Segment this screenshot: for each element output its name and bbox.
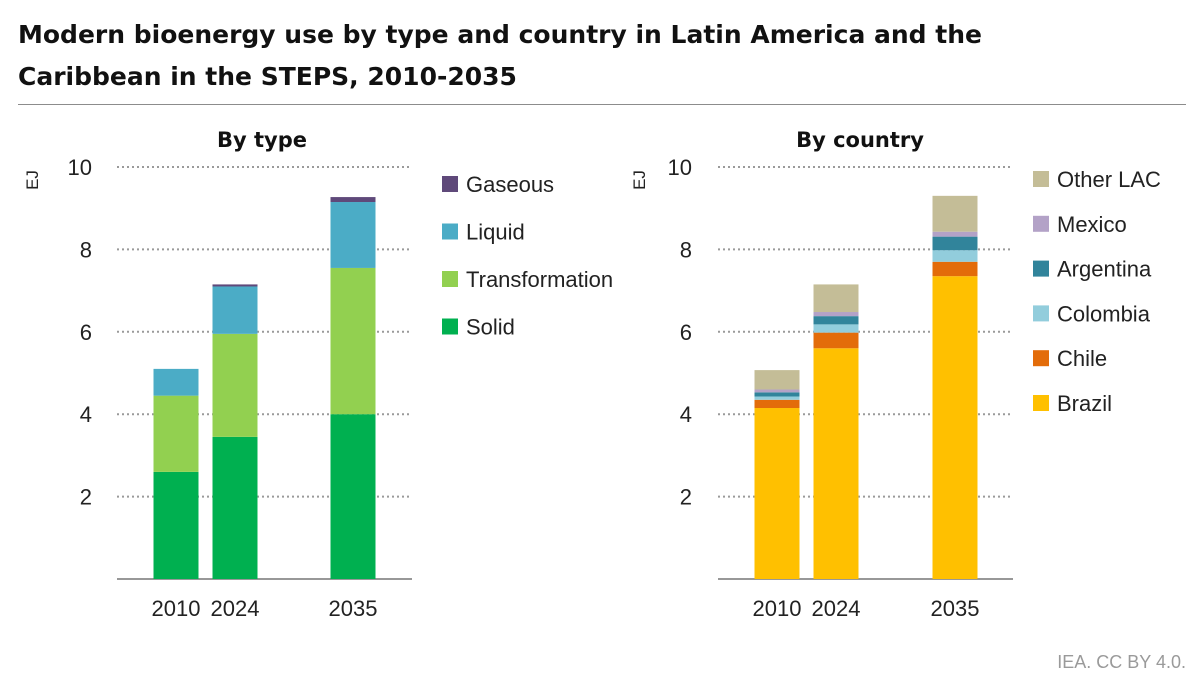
bar-type-2035-solid <box>330 414 376 579</box>
bar-country-2010-chile <box>754 399 800 409</box>
legend-swatch-type-gaseous <box>442 176 458 192</box>
legend-label-country-other-lac: Other LAC <box>1057 167 1161 192</box>
legend-label-country-brazil: Brazil <box>1057 391 1112 416</box>
x-tick-label-type-2024: 2024 <box>211 596 260 621</box>
x-tick-label-country-2035: 2035 <box>931 596 980 621</box>
chart-title: Modern bioenergy use by type and country… <box>18 20 982 91</box>
legend-swatch-type-transformation <box>442 271 458 287</box>
bar-country-2010-other-lac <box>754 370 800 390</box>
legend-label-type-solid: Solid <box>466 315 515 340</box>
legend-swatch-country-other-lac <box>1033 171 1049 187</box>
y-tick-label-type-10: 10 <box>68 155 92 180</box>
bar-country-2010-mexico <box>754 389 800 393</box>
y-tick-label-type-4: 4 <box>80 402 92 427</box>
bar-country-2010-brazil <box>754 408 800 579</box>
bar-type-2010-transformation <box>153 395 199 472</box>
bar-country-2024-mexico <box>813 312 859 317</box>
bar-country-2035-colombia <box>932 250 978 262</box>
bar-country-2035-chile <box>932 261 978 277</box>
legend-label-type-liquid: Liquid <box>466 220 525 245</box>
title-divider <box>18 104 1186 105</box>
credit-text: IEA. CC BY 4.0. <box>1057 652 1186 672</box>
bar-type-2035-gaseous <box>330 197 376 203</box>
y-tick-label-country-2: 2 <box>680 485 692 510</box>
legend-label-country-mexico: Mexico <box>1057 212 1127 237</box>
legend-swatch-type-solid <box>442 318 458 335</box>
bar-country-2035-argentina <box>932 236 978 251</box>
y-tick-label-country-6: 6 <box>680 320 692 345</box>
bar-type-2024-liquid <box>212 286 258 334</box>
y-tick-label-country-10: 10 <box>668 155 692 180</box>
bar-country-2024-brazil <box>813 348 859 579</box>
legend-label-country-argentina: Argentina <box>1057 257 1152 282</box>
panel-title-by-type: By type <box>217 128 307 152</box>
y-tick-label-type-8: 8 <box>80 237 92 262</box>
legend-swatch-country-argentina <box>1033 260 1049 277</box>
bar-country-2024-other-lac <box>813 284 859 313</box>
bar-type-2010-solid <box>153 471 199 579</box>
y-tick-label-type-2: 2 <box>80 485 92 510</box>
bar-type-2024-gaseous <box>212 284 258 287</box>
y-tick-label-country-8: 8 <box>680 237 692 262</box>
legend-swatch-country-colombia <box>1033 305 1049 322</box>
y-tick-label-type-6: 6 <box>80 320 92 345</box>
bar-country-2024-chile <box>813 332 859 349</box>
bar-country-2010-argentina <box>754 392 800 397</box>
bar-type-2024-transformation <box>212 333 258 437</box>
bar-country-2035-mexico <box>932 231 978 237</box>
bar-country-2024-argentina <box>813 316 859 325</box>
x-tick-label-country-2010: 2010 <box>753 596 802 621</box>
bar-country-2035-brazil <box>932 276 978 579</box>
bar-country-2024-colombia <box>813 324 859 333</box>
bar-type-2035-transformation <box>330 267 376 415</box>
legend-swatch-country-mexico <box>1033 215 1049 232</box>
legend-label-country-chile: Chile <box>1057 346 1107 371</box>
bar-type-2035-liquid <box>330 202 376 268</box>
legend-label-type-gaseous: Gaseous <box>466 172 554 197</box>
bar-type-2010-liquid <box>153 368 199 396</box>
legend-label-type-transformation: Transformation <box>466 267 613 292</box>
x-tick-label-type-2035: 2035 <box>329 596 378 621</box>
legend-swatch-type-liquid <box>442 223 458 240</box>
y-axis-label-type: EJ <box>23 170 42 190</box>
legend-swatch-country-chile <box>1033 350 1049 367</box>
bar-type-2024-solid <box>212 436 258 579</box>
x-tick-label-type-2010: 2010 <box>152 596 201 621</box>
x-tick-label-country-2024: 2024 <box>812 596 861 621</box>
y-axis-label-country: EJ <box>630 170 649 190</box>
y-tick-label-country-4: 4 <box>680 402 692 427</box>
panel-title-by-country: By country <box>796 128 924 152</box>
bar-country-2035-other-lac <box>932 195 978 232</box>
legend-label-country-colombia: Colombia <box>1057 301 1151 326</box>
legend-swatch-country-brazil <box>1033 395 1049 411</box>
bar-country-2010-colombia <box>754 396 800 400</box>
